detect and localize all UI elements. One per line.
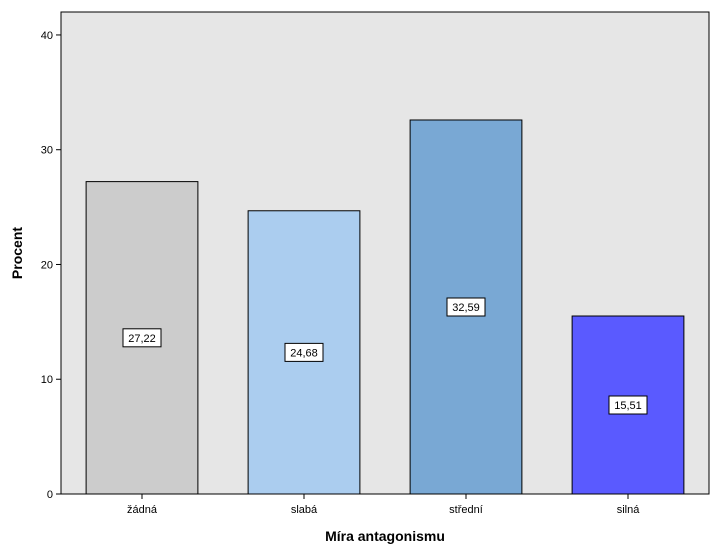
y-tick-label: 40 bbox=[41, 30, 53, 42]
data-label: 32,59 bbox=[452, 302, 480, 314]
y-axis-title: Procent bbox=[9, 227, 25, 279]
x-tick-label: střední bbox=[449, 504, 483, 516]
data-label-box bbox=[446, 297, 486, 317]
x-axis: žádná slabá střední silná bbox=[127, 494, 640, 516]
x-tick-label: slabá bbox=[291, 504, 318, 516]
x-tick-label: žádná bbox=[127, 504, 158, 516]
data-label: 24,68 bbox=[290, 347, 318, 359]
data-label: 15,51 bbox=[614, 400, 642, 412]
x-axis-title: Míra antagonismu bbox=[325, 528, 445, 544]
data-label-box bbox=[122, 328, 162, 348]
data-label-box bbox=[284, 342, 324, 362]
data-label: 27,22 bbox=[128, 333, 156, 345]
y-axis: 0 10 20 30 40 bbox=[41, 30, 61, 501]
x-tick-label: silná bbox=[617, 504, 641, 516]
y-tick-label: 20 bbox=[41, 259, 53, 271]
y-tick-label: 30 bbox=[41, 145, 53, 157]
data-label-box bbox=[608, 395, 648, 415]
y-tick-label: 0 bbox=[47, 489, 53, 501]
bars: 27,22 24,68 32,59 15,51 bbox=[85, 119, 685, 495]
y-tick-label: 10 bbox=[41, 374, 53, 386]
